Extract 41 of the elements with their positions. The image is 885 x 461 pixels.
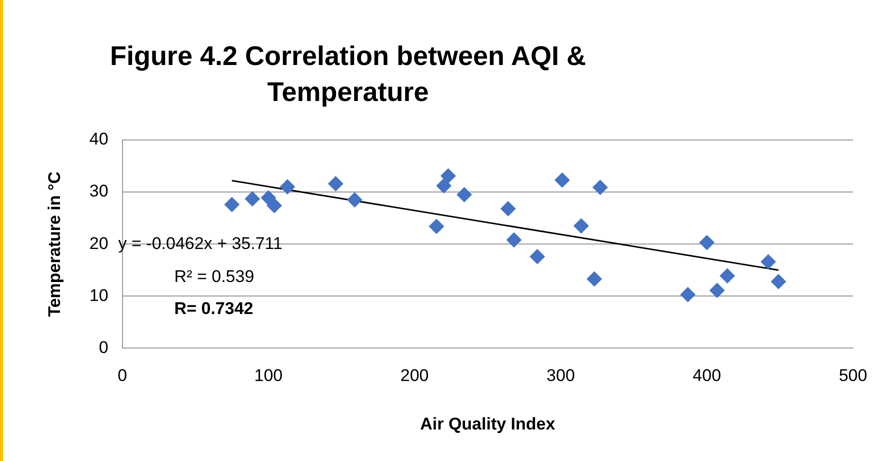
- y-tick-label: 10: [89, 286, 108, 305]
- point: [554, 172, 570, 188]
- point: [760, 254, 776, 270]
- point: [680, 287, 696, 302]
- y-tick-label: 20: [89, 234, 108, 253]
- point: [347, 192, 362, 208]
- y-tick-label: 30: [89, 182, 108, 201]
- point: [586, 271, 602, 286]
- point: [710, 282, 725, 298]
- point: [592, 180, 608, 195]
- point: [456, 187, 472, 202]
- point: [280, 179, 295, 194]
- point: [436, 178, 452, 194]
- point: [500, 201, 516, 216]
- point: [720, 268, 735, 284]
- y-tick-label: 40: [89, 130, 108, 149]
- x-tick-label: 500: [838, 366, 868, 386]
- x-tick-label: 200: [400, 366, 429, 386]
- x-tick-label: 300: [546, 366, 575, 386]
- point: [530, 249, 545, 264]
- x-tick-label: 400: [692, 366, 722, 386]
- point: [699, 235, 714, 250]
- chart-title: Figure 4.2 Correlation between AQI & Temperature: [108, 40, 588, 109]
- point: [574, 218, 589, 234]
- annotation: y = -0.0462x + 35.711: [118, 234, 282, 253]
- x-axis-title: Air Quality Index: [420, 414, 556, 434]
- x-tick-label: 0: [118, 366, 128, 386]
- y-tick-label: 0: [98, 338, 108, 357]
- point: [260, 190, 276, 206]
- point: [429, 218, 444, 234]
- annotation: R² = 0.539: [174, 266, 254, 286]
- point: [506, 232, 522, 248]
- point: [770, 274, 786, 290]
- annotation: R= 0.7342: [174, 298, 254, 318]
- point: [328, 176, 344, 192]
- point: [266, 198, 282, 214]
- point: [440, 168, 456, 184]
- point: [224, 197, 240, 212]
- y-axis-title: Temperature in °C: [44, 171, 64, 317]
- x-tick-label: 100: [254, 366, 283, 386]
- point: [244, 191, 260, 206]
